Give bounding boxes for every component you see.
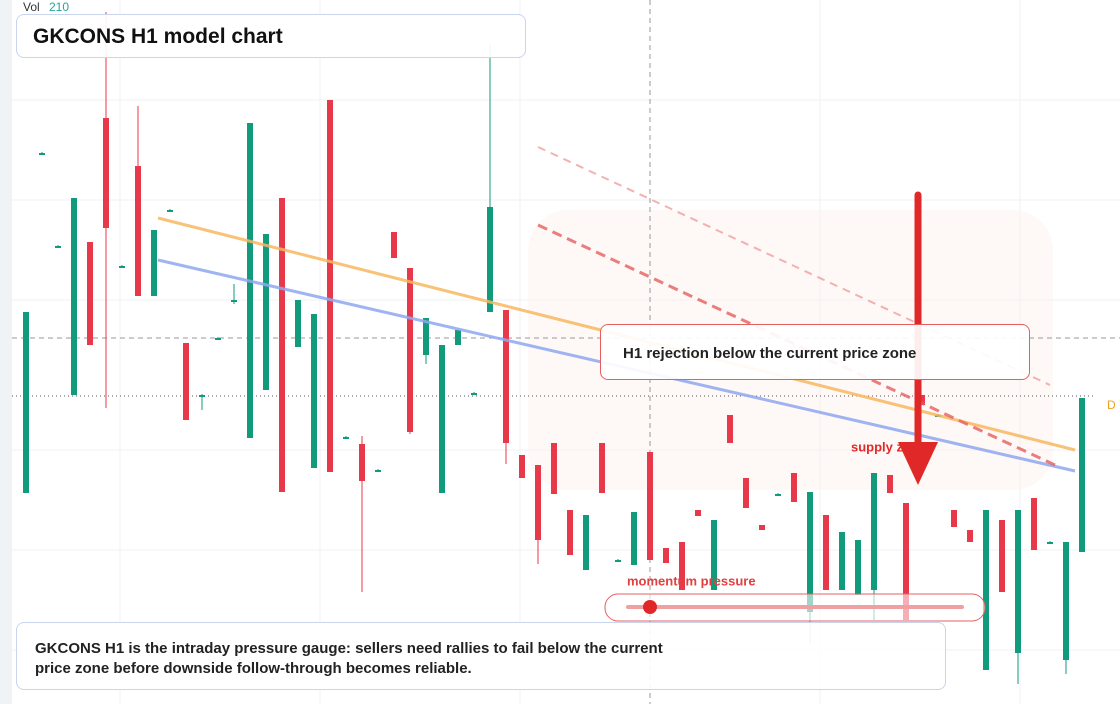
candle-body: [23, 312, 29, 493]
candle-body: [1063, 542, 1069, 660]
candle-body: [967, 530, 973, 542]
candle-body: [807, 492, 813, 612]
candle-body: [151, 230, 157, 296]
candle-body: [711, 520, 717, 590]
candle-body: [1079, 398, 1085, 552]
candle-body: [119, 266, 125, 268]
candle-body: [759, 525, 765, 530]
trend-line: [537, 146, 1051, 386]
candle-body: [231, 300, 237, 302]
candle-body: [263, 234, 269, 390]
candle-body: [87, 242, 93, 345]
price-tag: D: [1107, 398, 1116, 412]
candle-body: [471, 393, 477, 395]
candle-body: [391, 232, 397, 258]
candle-body: [343, 437, 349, 439]
left-strip: [0, 0, 12, 704]
candle-body: [39, 153, 45, 155]
candle-body: [487, 207, 493, 312]
candle-body: [455, 330, 461, 345]
candle-body: [295, 300, 301, 347]
candle-body: [919, 395, 925, 405]
candle-body: [663, 548, 669, 563]
candle-body: [727, 415, 733, 443]
candle-body: [599, 443, 605, 493]
candle-body: [103, 118, 109, 228]
candle-body: [1047, 542, 1053, 544]
candle-body: [695, 510, 701, 516]
candle-body: [951, 510, 957, 527]
candle-body: [407, 268, 413, 432]
candle-body: [775, 494, 781, 496]
annotation: H1 rejection below the current price zon…: [600, 324, 1030, 380]
gauge-label: momentum pressure: [627, 573, 756, 588]
candle-body: [983, 510, 989, 670]
candle-body: [215, 338, 221, 340]
candle-body: [743, 478, 749, 508]
candle-body: [999, 520, 1005, 592]
candle-body: [903, 503, 909, 620]
candle-body: [167, 210, 173, 212]
candle-body: [1031, 498, 1037, 550]
candles: [23, 12, 1085, 684]
candle-body: [855, 540, 861, 595]
candle-body: [423, 318, 429, 355]
candle-body: [55, 246, 61, 248]
candle-body: [183, 343, 189, 420]
description: GKCONS H1 is the intraday pressure gauge…: [16, 622, 946, 690]
candle-body: [503, 310, 509, 443]
candle-body: [583, 515, 589, 570]
candle-body: [887, 475, 893, 493]
candle-body: [71, 198, 77, 395]
volume-value: 210: [49, 0, 69, 14]
candle-body: [567, 510, 573, 555]
candle-body: [279, 198, 285, 492]
candle-body: [311, 314, 317, 468]
candle-body: [327, 100, 333, 472]
candle-body: [199, 395, 205, 397]
gauge-knob: [643, 600, 657, 614]
description-text: GKCONS H1 is the intraday pressure gauge…: [35, 640, 663, 677]
candle-body: [791, 473, 797, 502]
chart-title: GKCONS H1 model chart: [16, 14, 526, 58]
candle-body: [871, 473, 877, 590]
candle-body: [551, 443, 557, 494]
candle-body: [439, 345, 445, 493]
zone-label: supply zone: [851, 439, 926, 454]
candle-body: [359, 444, 365, 481]
candle-body: [615, 560, 621, 562]
volume-label: Vol: [23, 0, 40, 14]
arrow-head: [898, 442, 938, 485]
candle-body: [679, 542, 685, 590]
candle-body: [631, 512, 637, 565]
candle-body: [135, 166, 141, 296]
candle-body: [519, 455, 525, 478]
candle-body: [1015, 510, 1021, 653]
candle-body: [375, 470, 381, 472]
candle-body: [839, 532, 845, 590]
candle-body: [823, 515, 829, 590]
candle-body: [535, 465, 541, 540]
candle-body: [647, 452, 653, 560]
